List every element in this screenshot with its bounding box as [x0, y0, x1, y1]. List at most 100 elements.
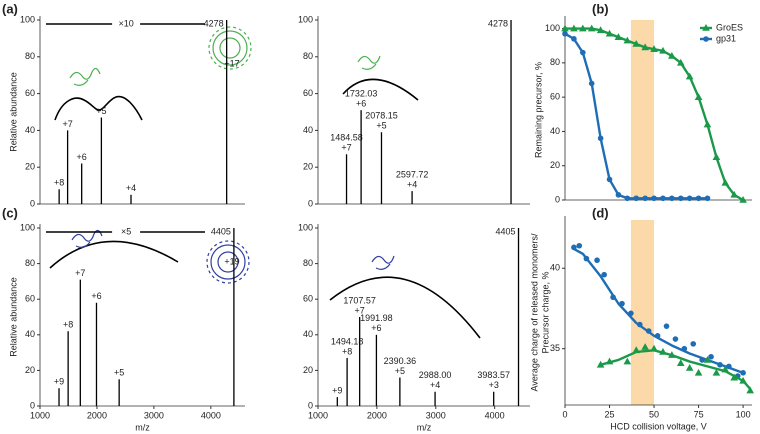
y-tick-label: 40: [550, 126, 560, 136]
y-tick-label: 100: [298, 222, 313, 232]
point: [703, 355, 712, 363]
point: [721, 178, 730, 186]
point: [623, 357, 632, 365]
axis: [39, 16, 245, 205]
point: [694, 368, 703, 376]
peak-mz-label: 1494.18: [331, 336, 364, 346]
x-tick-label: 1000: [30, 410, 50, 420]
peak-charge-label: +3: [489, 380, 499, 390]
point: [712, 368, 721, 376]
peak-charge-label: +7: [62, 119, 72, 129]
point: [746, 386, 755, 394]
y-tick-label: 100: [545, 23, 560, 33]
point: [677, 195, 684, 202]
point: [579, 24, 587, 32]
peak-mz-label: 4405: [211, 226, 231, 236]
peak-charge-label: +5: [395, 366, 405, 376]
x-tick-label: 4000: [485, 410, 505, 420]
point: [576, 242, 583, 249]
point: [669, 195, 675, 202]
peak-mz-label: 2988.00: [419, 370, 452, 380]
peak-charge-label: +8: [342, 346, 352, 356]
panel-label: (c): [2, 205, 18, 220]
y-tick-label: 80: [25, 51, 35, 61]
point: [641, 43, 649, 51]
point: [580, 49, 586, 56]
peak-charge-label: +9: [332, 385, 342, 395]
y-tick-label: 100: [298, 14, 313, 24]
point: [641, 343, 649, 350]
x-tick-label: 0: [562, 409, 567, 419]
peak-charge-label: +7: [355, 305, 365, 315]
protein-sketch: [71, 229, 395, 284]
x-tick-label: 2000: [367, 410, 387, 420]
fit-line: [600, 349, 752, 390]
y-axis-label: Remaining precursor, %: [533, 62, 543, 158]
point: [739, 196, 747, 203]
schematic-curve: [342, 78, 419, 101]
point: [690, 341, 697, 347]
fit-line: [573, 247, 744, 374]
complex-charge: +17: [224, 58, 239, 68]
peak-charge-label: +7: [341, 143, 351, 153]
peak-charge-label: +9: [54, 377, 64, 387]
point: [668, 52, 676, 59]
y-tick-label: 20: [303, 365, 313, 375]
peak-charge-label: +5: [114, 368, 124, 378]
point: [694, 93, 703, 100]
peak-charge-label: +4: [126, 183, 136, 193]
point: [685, 72, 694, 80]
y-tick-label: 20: [550, 160, 560, 170]
peak-mz-label: 2597.72: [396, 169, 429, 179]
panel-label: (a): [2, 1, 18, 16]
legend-label: GroES: [716, 22, 743, 32]
point: [685, 364, 694, 371]
y-axis-label: Average charge of released monomers/: [529, 233, 539, 391]
y-tick-label: 35: [550, 343, 560, 353]
x-tick-label: 3000: [426, 410, 446, 420]
point: [676, 359, 685, 366]
y-tick-label: 40: [303, 125, 313, 135]
schematic-curve: [54, 95, 143, 121]
y-tick-label: 100: [20, 14, 35, 24]
x-tick-label: 4000: [201, 410, 221, 420]
peak-charge-label: +6: [91, 291, 101, 301]
y-tick-label: 60: [303, 294, 313, 304]
schematic-curve: [49, 240, 179, 269]
point: [615, 192, 622, 198]
peak-charge-label: +6: [77, 152, 87, 162]
point: [562, 30, 568, 37]
legend-marker: [702, 24, 710, 31]
y-tick-label: 100: [20, 222, 35, 232]
legend-marker: [703, 36, 709, 42]
protein-sketch: [69, 26, 381, 86]
x-tick-label: 3000: [144, 410, 164, 420]
y-tick-label: 0: [308, 198, 313, 208]
point: [695, 195, 702, 202]
point: [571, 36, 577, 42]
y-axis-label: Precursor charge, %: [540, 271, 550, 353]
peak-mz-label: 1707.57: [343, 295, 376, 305]
point: [614, 33, 623, 40]
schematic-curve: [329, 276, 481, 339]
y-tick-label: 40: [25, 329, 35, 339]
x-tick-label: 1000: [308, 410, 328, 420]
point: [686, 195, 693, 202]
peak-charge-label: +6: [356, 99, 366, 109]
point: [632, 40, 641, 47]
y-tick-label: 0: [30, 198, 35, 208]
axis: [564, 216, 752, 406]
y-axis-label: Relative abundance: [8, 72, 18, 152]
peak-charge-label: +5: [376, 121, 386, 131]
peak-mz-label: 2390.36: [384, 356, 417, 366]
point: [650, 45, 658, 52]
peak-charge-label: +4: [407, 179, 417, 189]
peak-charge-label: +8: [63, 320, 73, 330]
y-tick-label: 80: [303, 258, 313, 268]
y-tick-label: 40: [550, 263, 560, 273]
point: [588, 80, 595, 87]
peak-charge-label: +8: [54, 178, 64, 188]
point: [633, 195, 640, 202]
point: [704, 195, 711, 202]
